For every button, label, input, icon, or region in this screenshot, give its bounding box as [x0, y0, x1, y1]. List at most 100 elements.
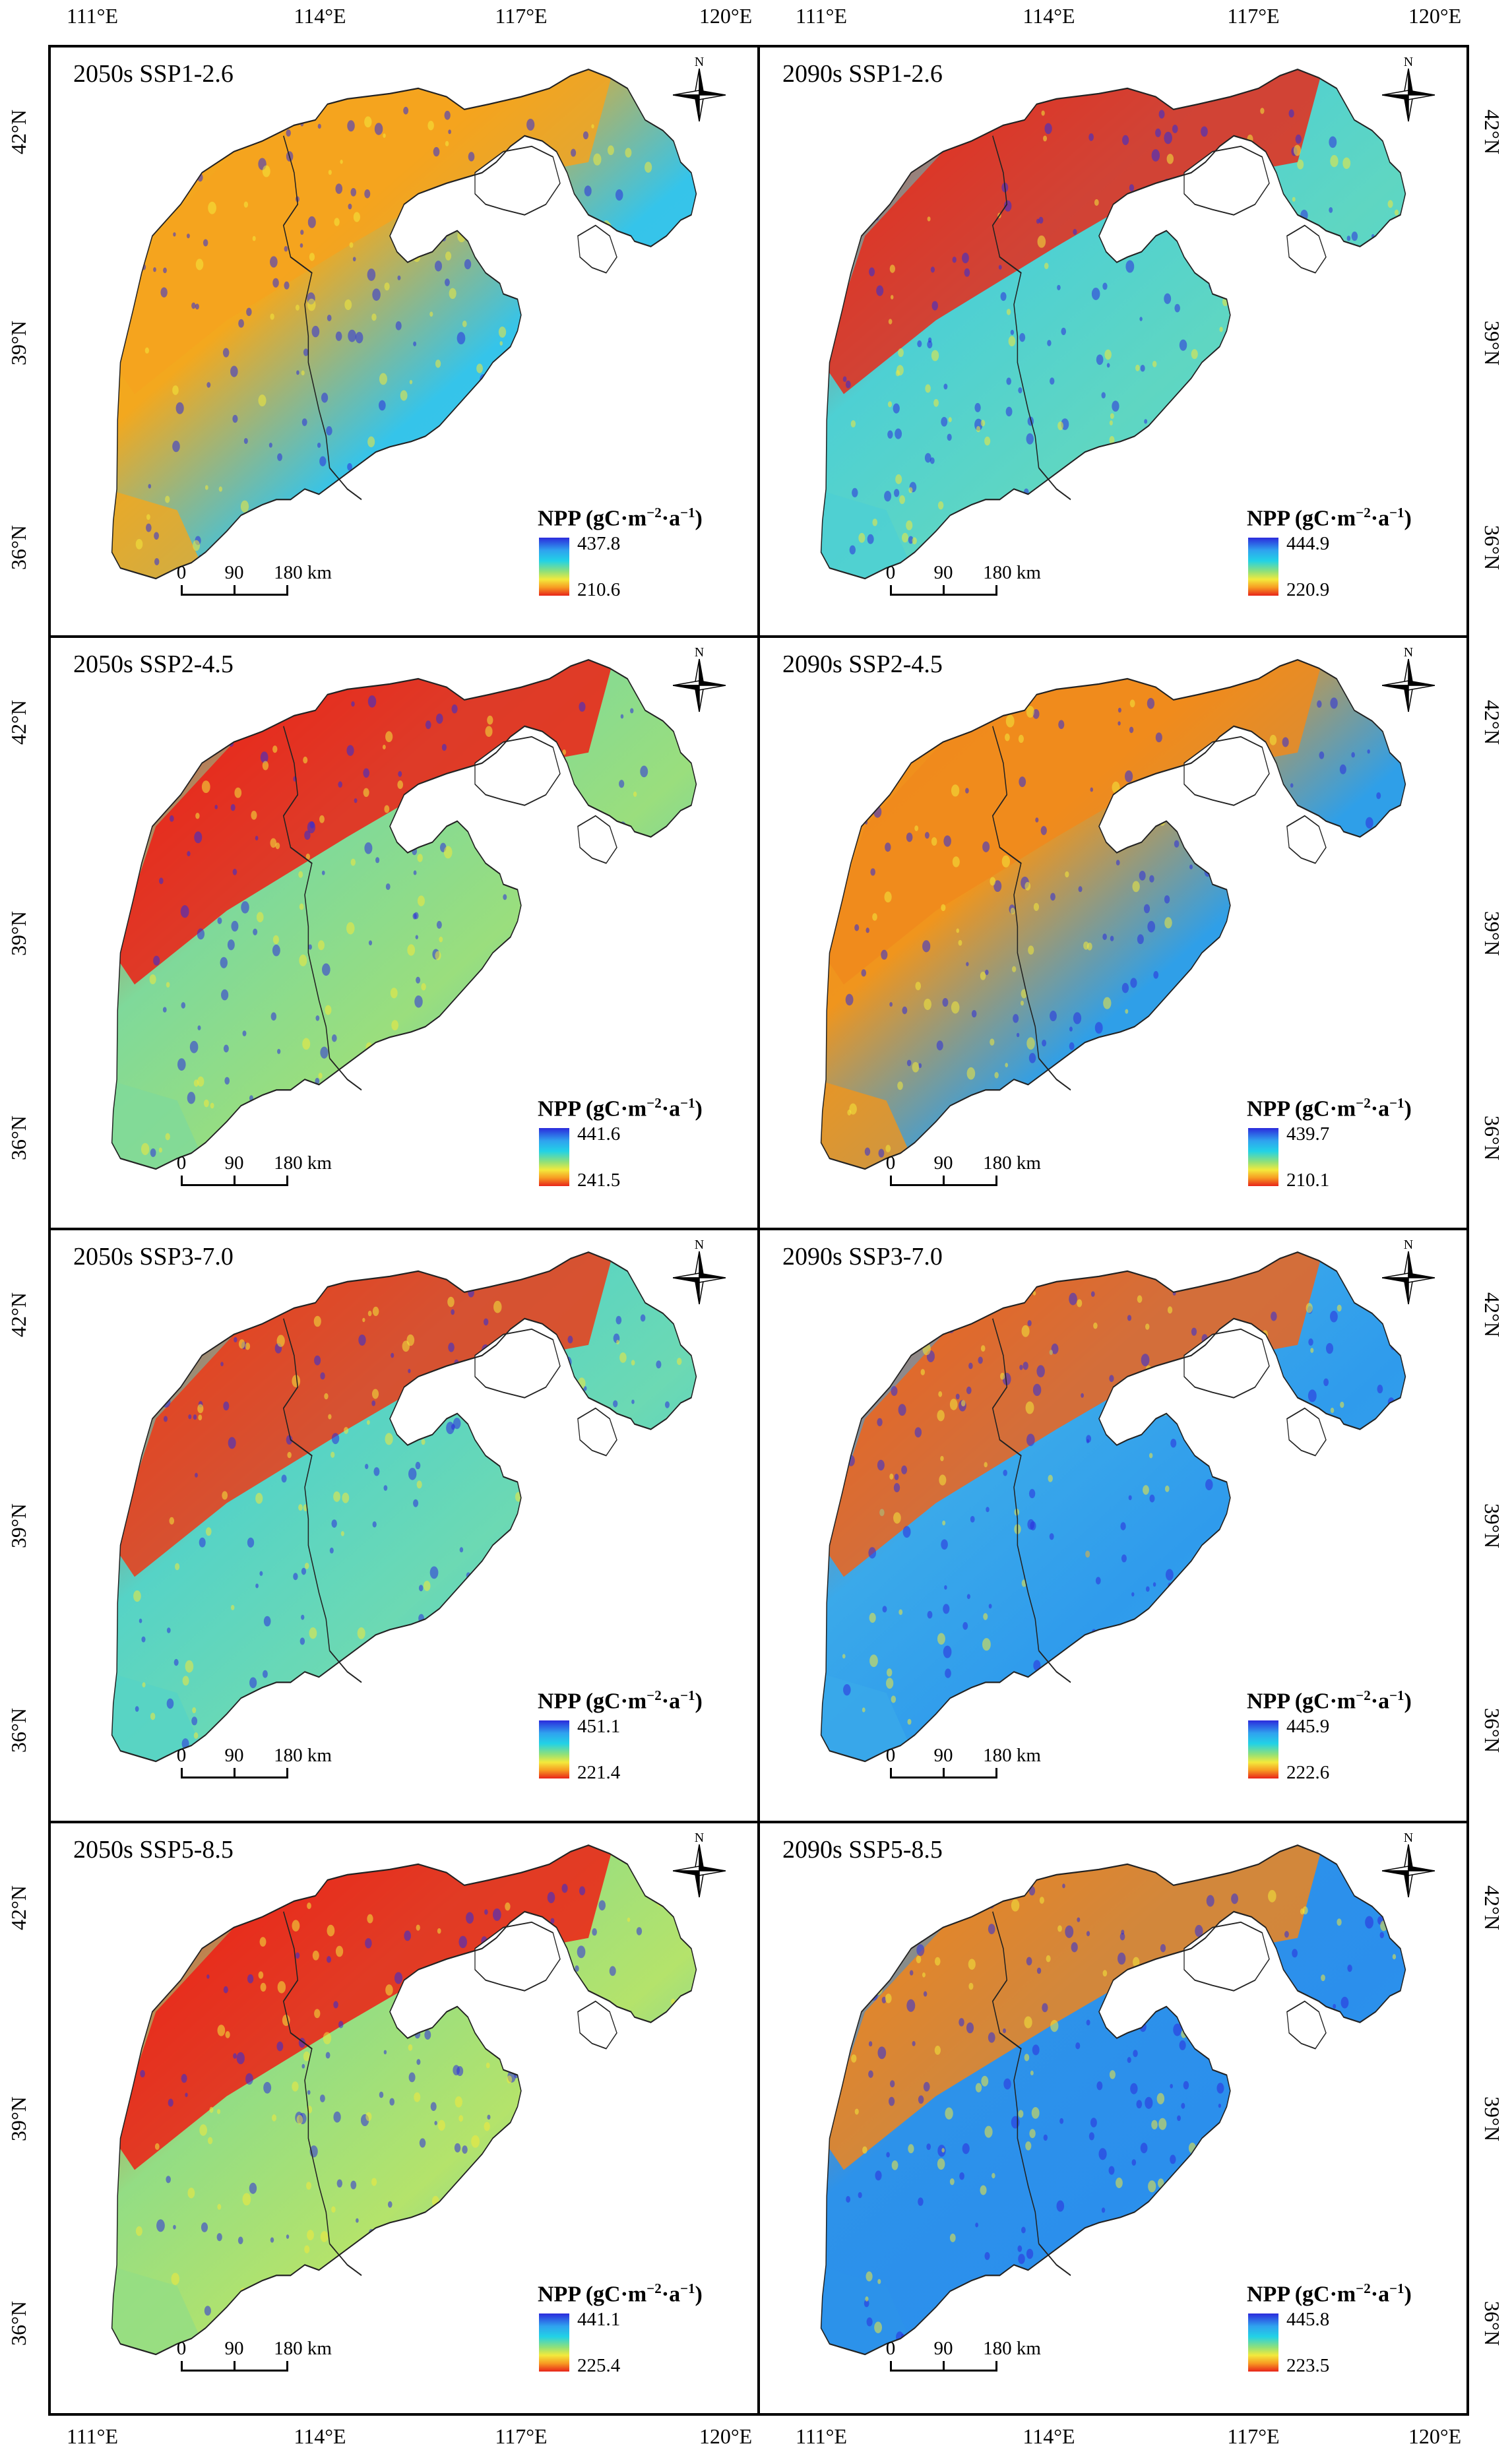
npp-speckle — [1359, 1048, 1366, 1058]
npp-speckle — [462, 320, 467, 328]
npp-speckle — [1131, 2159, 1137, 2166]
npp-speckle — [618, 2155, 624, 2163]
npp-speckle — [451, 2250, 458, 2261]
npp-speckle — [400, 390, 408, 401]
scale-bar-label: 0 — [176, 1152, 187, 1174]
npp-speckle — [986, 1507, 990, 1513]
lat-label-left: 39°N — [7, 2096, 30, 2141]
npp-speckle — [322, 963, 331, 976]
npp-speckle — [485, 1146, 494, 1158]
npp-speckle — [1109, 435, 1115, 444]
npp-speckle — [610, 867, 616, 876]
npp-speckle — [1277, 358, 1286, 371]
npp-speckle — [426, 1064, 433, 1074]
npp-speckle — [141, 1143, 150, 1155]
npp-speckle — [1151, 456, 1156, 463]
npp-speckle — [252, 236, 256, 241]
npp-speckle — [399, 1135, 404, 1141]
province-boundary — [282, 1911, 331, 2244]
legend-title: NPP (gC·m−2·a−1) — [538, 505, 703, 531]
npp-speckle — [684, 2033, 688, 2038]
npp-speckle — [1226, 468, 1234, 479]
lat-label-left: 36°N — [7, 1116, 30, 1160]
scale-bar-tick — [995, 1176, 997, 1186]
npp-speckle — [438, 1966, 443, 1972]
npp-speckle — [631, 1360, 635, 1366]
npp-speckle — [204, 2306, 211, 2316]
npp-speckle — [217, 2203, 222, 2210]
npp-speckle — [1021, 989, 1027, 999]
npp-speckle — [185, 1660, 194, 1673]
region-boundary — [820, 1251, 1406, 1763]
npp-speckle — [877, 2046, 887, 2060]
npp-speckle — [906, 1999, 916, 2012]
npp-speckle — [1268, 1890, 1276, 1903]
npp-speckle — [945, 1668, 951, 1678]
npp-speckle — [251, 811, 257, 820]
npp-speckle — [1262, 1063, 1271, 1077]
npp-speckle — [487, 2114, 491, 2120]
npp-speckle — [908, 536, 914, 544]
npp-speckle — [902, 1006, 908, 1015]
npp-speckle — [1112, 1049, 1117, 1057]
npp-speckle — [1376, 920, 1381, 928]
npp-speckle — [640, 765, 648, 778]
npp-speckle — [435, 261, 443, 272]
npp-speckle — [414, 490, 421, 499]
excluded-area — [474, 1921, 561, 1992]
npp-speckle — [602, 379, 606, 385]
npp-speckle — [561, 1079, 570, 1092]
npp-speckle — [528, 1703, 536, 1715]
npp-speckle — [160, 287, 168, 298]
npp-speckle — [1313, 2067, 1319, 2076]
npp-speckle — [988, 1924, 995, 1935]
npp-speckle — [1183, 2081, 1189, 2090]
region-boundary — [820, 69, 1406, 580]
npp-speckle — [1230, 1592, 1238, 1603]
excluded-area — [1183, 736, 1270, 806]
npp-speckle — [238, 1339, 245, 1349]
npp-speckle — [484, 1318, 489, 1326]
npp-speckle — [1011, 966, 1017, 972]
npp-speckle — [934, 2046, 941, 2055]
npp-speckle — [1360, 2044, 1368, 2056]
npp-speckle — [1056, 2200, 1065, 2212]
npp-speckle — [885, 1145, 891, 1152]
npp-speckle — [1260, 108, 1265, 114]
npp-speckle — [858, 2191, 862, 2199]
npp-speckle — [530, 1071, 533, 1077]
npp-speckle — [347, 2247, 356, 2259]
npp-speckle — [365, 1937, 372, 1949]
npp-speckle — [255, 836, 259, 840]
npp-speckle — [1269, 766, 1273, 772]
npp-speckle — [990, 1038, 995, 1046]
lat-label-left: 39°N — [7, 911, 30, 956]
npp-speckle — [1327, 2112, 1331, 2117]
npp-speckle — [1172, 1660, 1179, 1672]
npp-speckle — [657, 1069, 661, 1075]
npp-speckle — [245, 1342, 251, 1350]
npp-speckle — [1151, 149, 1160, 162]
npp-speckle — [1140, 364, 1145, 372]
npp-speckle — [413, 870, 417, 875]
npp-speckle — [984, 2251, 990, 2260]
npp-speckle — [617, 1473, 622, 1479]
npp-speckle — [849, 545, 856, 555]
npp-speckle — [1172, 125, 1178, 133]
north-label: N — [1404, 1238, 1413, 1252]
npp-speckle — [1321, 1477, 1329, 1488]
npp-speckle — [389, 2098, 395, 2106]
npp-speckle — [156, 2219, 165, 2232]
npp-speckle — [922, 1972, 926, 1978]
npp-speckle — [1145, 1323, 1150, 1330]
npp-speckle — [1319, 751, 1325, 759]
npp-speckle — [454, 2143, 461, 2153]
npp-speckle — [247, 1537, 255, 1548]
north-arrow-icon: N — [673, 645, 726, 712]
npp-speckle — [935, 1130, 942, 1140]
npp-speckle — [679, 870, 685, 879]
npp-speckle — [437, 1928, 441, 1934]
npp-speckle — [851, 2054, 857, 2063]
scale-bar-tick — [943, 1176, 945, 1186]
npp-speckle — [652, 1560, 656, 1567]
